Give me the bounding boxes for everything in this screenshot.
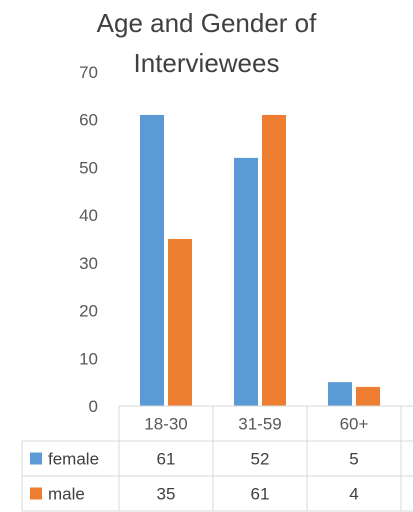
- bar-female-31-59: [234, 157, 258, 406]
- bar-male-18-30: [168, 239, 192, 406]
- bar-female-18-30: [140, 114, 164, 406]
- y-tick-label: 0: [89, 397, 98, 416]
- table-value-male: 4: [349, 485, 358, 504]
- table-value-female: 5: [349, 450, 358, 469]
- y-tick-label: 40: [79, 206, 98, 225]
- legend-label-male: male: [48, 485, 85, 504]
- legend-key-female: [30, 452, 42, 465]
- bar-male-60+: [356, 386, 380, 406]
- table-value-female: 52: [251, 450, 270, 469]
- bar-male-31-59: [262, 114, 286, 406]
- y-tick-label: 10: [79, 349, 98, 368]
- y-tick-label: 50: [79, 158, 98, 177]
- legend-label-female: female: [48, 450, 99, 469]
- y-tick-label: 30: [79, 254, 98, 273]
- table-value-male: 61: [251, 485, 270, 504]
- x-category-label: 31-59: [238, 415, 281, 434]
- x-category-label: 18-30: [144, 415, 187, 434]
- table-value-female: 61: [157, 450, 176, 469]
- legend-key-male: [30, 487, 42, 500]
- chart-title-line-1: Age and Gender of: [96, 8, 317, 38]
- table-value-male: 35: [157, 485, 176, 504]
- y-tick-label: 70: [79, 63, 98, 82]
- x-category-label: 60+: [340, 415, 369, 434]
- y-tick-label: 20: [79, 302, 98, 321]
- y-tick-label: 60: [79, 111, 98, 130]
- bar-female-60+: [328, 382, 352, 406]
- chart-title-line-2: Interviewees: [133, 48, 280, 78]
